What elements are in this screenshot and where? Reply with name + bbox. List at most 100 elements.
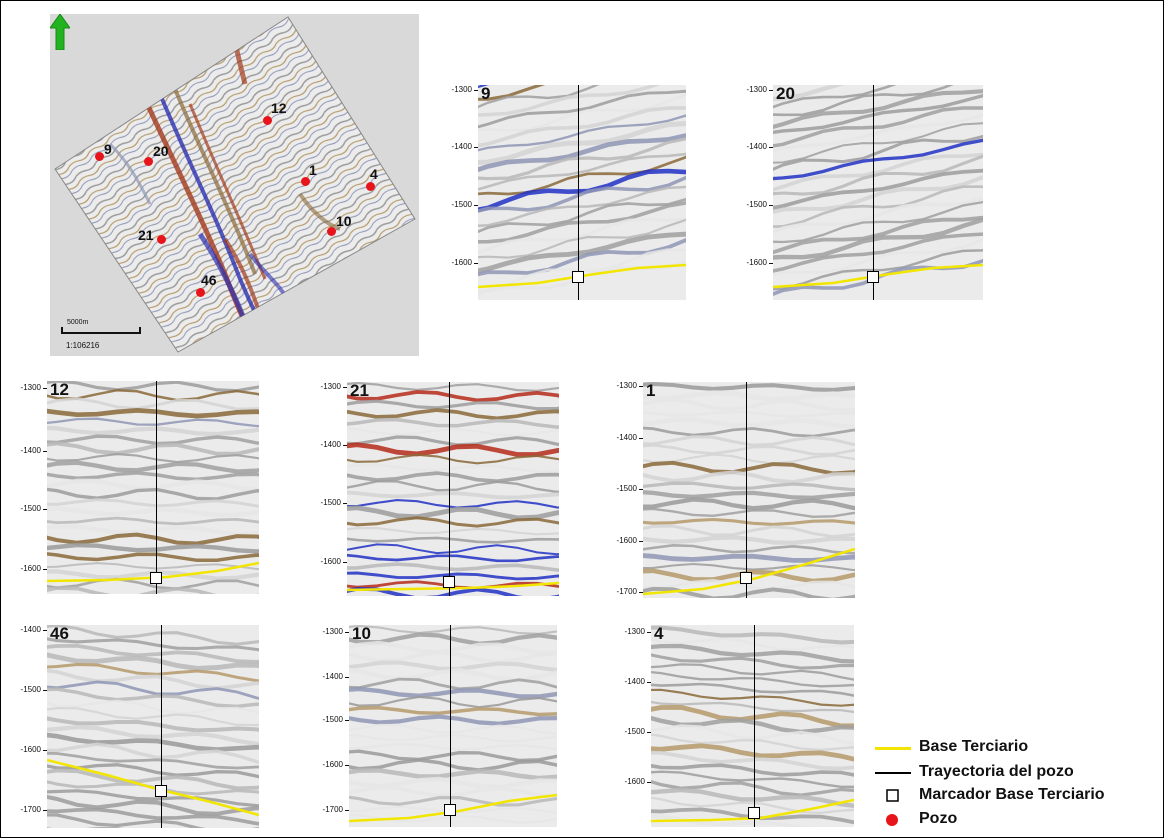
seismic-section bbox=[349, 625, 557, 827]
well-trajectory bbox=[873, 85, 874, 300]
well-dot-icon bbox=[366, 182, 375, 191]
marker-square-icon bbox=[572, 271, 584, 283]
depth-tick bbox=[343, 562, 347, 563]
well-dot-icon bbox=[95, 152, 104, 161]
depth-tick bbox=[769, 147, 773, 148]
seismic-panel-well-46: -1400 -1500 -1600 -1700 46 bbox=[21, 624, 259, 828]
depth-tick-label: -1500 bbox=[616, 484, 637, 493]
depth-tick-label: -1500 bbox=[624, 727, 645, 736]
legend-label: Base Terciario bbox=[919, 738, 1029, 755]
depth-tick bbox=[647, 732, 651, 733]
depth-tick-label: -1400 bbox=[451, 142, 472, 151]
depth-tick-label: -1500 bbox=[746, 200, 767, 209]
well-trajectory bbox=[450, 625, 451, 827]
horizon-line-icon bbox=[875, 747, 911, 750]
depth-tick-label: -1600 bbox=[320, 557, 341, 566]
seismic-section bbox=[773, 85, 983, 300]
seismic-panel-well-10: -1300 -1400 -1500 -1600 -1700 10 bbox=[323, 624, 557, 827]
depth-tick bbox=[43, 388, 47, 389]
depth-tick bbox=[639, 489, 643, 490]
well-dot-icon bbox=[263, 116, 272, 125]
marker-square-icon bbox=[150, 572, 162, 584]
horizon-line bbox=[773, 263, 983, 289]
seismic-panel-well-4: -1300 -1400 -1500 -1600 4 bbox=[625, 624, 854, 827]
depth-tick-label: -1500 bbox=[322, 715, 343, 724]
seismic-section bbox=[47, 381, 259, 594]
legend-label: Marcador Base Terciario bbox=[919, 786, 1105, 803]
depth-tick-label: -1300 bbox=[20, 383, 41, 392]
depth-tick bbox=[345, 677, 349, 678]
depth-tick-label: -1300 bbox=[322, 627, 343, 636]
depth-tick bbox=[474, 147, 478, 148]
depth-tick bbox=[343, 503, 347, 504]
seismic-section bbox=[347, 382, 559, 596]
depth-tick-label: -1300 bbox=[451, 85, 472, 94]
well-dot-icon bbox=[886, 814, 898, 826]
map-well-label: 20 bbox=[153, 143, 169, 159]
depth-tick bbox=[639, 541, 643, 542]
depth-tick-label: -1600 bbox=[451, 258, 472, 267]
map-well-label: 9 bbox=[104, 141, 112, 157]
depth-tick bbox=[43, 750, 47, 751]
panel-well-label: 20 bbox=[776, 84, 795, 103]
horizon-line bbox=[47, 561, 259, 583]
depth-tick-label: -1400 bbox=[20, 446, 41, 455]
depth-tick-label: -1500 bbox=[20, 504, 41, 513]
seismic-panel-well-20: -1300 -1400 -1500 -1600 20 bbox=[747, 84, 983, 300]
marker-square-icon bbox=[748, 807, 760, 819]
marker-square-icon bbox=[444, 804, 456, 816]
well-dot-icon bbox=[301, 177, 310, 186]
depth-tick-label: -1400 bbox=[616, 433, 637, 442]
seismic-section bbox=[651, 625, 854, 827]
depth-tick-label: -1300 bbox=[616, 381, 637, 390]
depth-tick bbox=[345, 632, 349, 633]
map-survey-area bbox=[54, 16, 416, 353]
panel-well-label: 10 bbox=[352, 624, 371, 643]
legend-label: Pozo bbox=[919, 810, 958, 827]
depth-tick bbox=[769, 263, 773, 264]
seismic-panel-well-12: -1300 -1400 -1500 -1600 12 bbox=[21, 380, 259, 594]
depth-tick bbox=[647, 682, 651, 683]
well-dot-icon bbox=[196, 288, 205, 297]
depth-tick bbox=[474, 263, 478, 264]
scale-label: 5000m bbox=[67, 319, 89, 326]
depth-tick bbox=[639, 386, 643, 387]
depth-tick bbox=[43, 810, 47, 811]
seismic-panel-well-21: -1300 -1400 -1500 -1600 21 bbox=[321, 381, 559, 596]
seismic-map: 12 9 20 1 4 10 21 46 5000m 1:106216 bbox=[50, 14, 419, 356]
map-well-label: 10 bbox=[336, 213, 352, 229]
depth-tick bbox=[647, 782, 651, 783]
depth-tick-label: -1600 bbox=[616, 536, 637, 545]
seismic-section bbox=[643, 382, 855, 598]
depth-tick-label: -1500 bbox=[20, 685, 41, 694]
map-well-label: 21 bbox=[138, 227, 154, 243]
depth-tick-label: -1300 bbox=[624, 627, 645, 636]
depth-tick bbox=[474, 205, 478, 206]
scale-ratio: 1:106216 bbox=[66, 341, 100, 350]
well-dot-icon bbox=[157, 235, 166, 244]
horizon-line bbox=[349, 793, 557, 823]
panel-well-label: 46 bbox=[50, 624, 69, 643]
depth-tick-label: -1400 bbox=[746, 142, 767, 151]
legend-label: Trayectoria del pozo bbox=[919, 763, 1074, 780]
depth-tick-label: -1600 bbox=[20, 564, 41, 573]
seismic-panel-well-1: -1300 -1400 -1500 -1600 -1700 1 bbox=[617, 381, 855, 598]
depth-tick bbox=[343, 445, 347, 446]
depth-tick-label: -1600 bbox=[746, 258, 767, 267]
horizon-line bbox=[347, 581, 559, 592]
panel-well-label: 9 bbox=[481, 84, 491, 103]
horizon-line bbox=[643, 547, 855, 596]
depth-tick-label: -1600 bbox=[322, 760, 343, 769]
marker-square-icon bbox=[155, 785, 167, 797]
depth-tick bbox=[43, 569, 47, 570]
depth-tick-label: -1700 bbox=[322, 805, 343, 814]
depth-tick bbox=[43, 630, 47, 631]
marker-square-icon bbox=[867, 271, 879, 283]
seismic-section bbox=[47, 625, 259, 828]
depth-tick-label: -1300 bbox=[746, 85, 767, 94]
marker-square-icon bbox=[740, 572, 752, 584]
depth-tick-label: -1400 bbox=[624, 677, 645, 686]
horizon-line bbox=[651, 798, 854, 823]
depth-tick bbox=[345, 720, 349, 721]
depth-tick bbox=[639, 438, 643, 439]
